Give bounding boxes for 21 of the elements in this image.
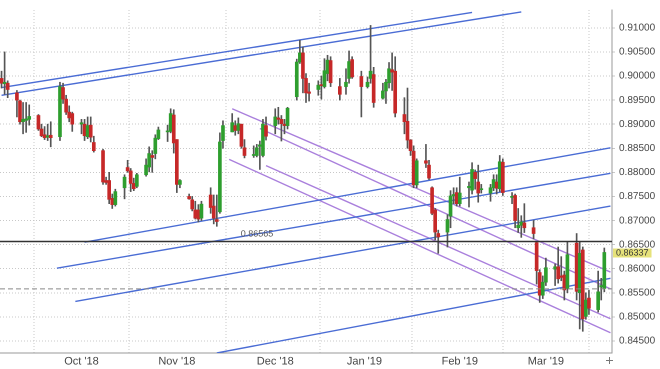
x-tick-label: Oct '18 [64, 356, 99, 368]
candlestick [21, 102, 25, 134]
x-tick-label: Feb '19 [442, 356, 478, 368]
y-tick-label: 0.87000 [619, 215, 656, 226]
y-tick-label: 0.90500 [619, 46, 656, 58]
y-tick-label: 0.85500 [619, 288, 656, 299]
y-tick-label: 0.89000 [619, 118, 656, 130]
text: 0.86337 [616, 247, 649, 258]
y-tick-label: 0.86000 [619, 263, 656, 274]
x-tick-label: Mar '19 [528, 356, 564, 368]
y-tick-label: 0.88000 [619, 167, 656, 178]
y-tick-label: 0.88500 [619, 143, 656, 154]
x-tick-label: Jan '19 [346, 356, 382, 368]
x-tick-label: Nov '18 [158, 356, 196, 368]
y-tick-label: 0.87500 [619, 191, 656, 202]
y-tick-label: 0.91000 [619, 22, 656, 34]
y-tick-label: 0.89500 [619, 94, 656, 106]
x-tick-label: Dec '18 [256, 356, 294, 368]
y-tick-label: 0.90000 [619, 70, 656, 82]
y-tick-label: 0.85000 [619, 312, 656, 323]
y-tick-label: 0.84500 [619, 336, 656, 347]
